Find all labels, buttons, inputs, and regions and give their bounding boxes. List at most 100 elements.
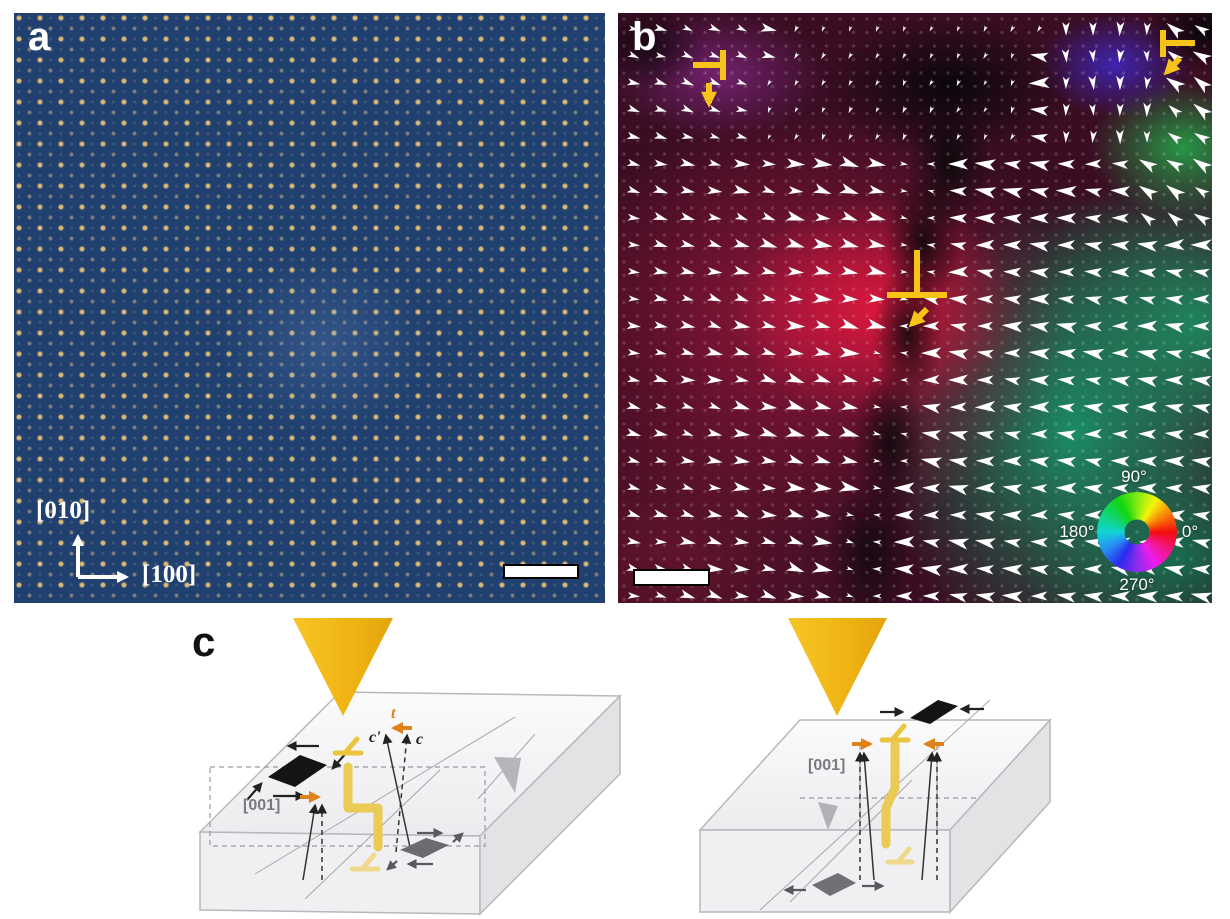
polarization-arrow-icon xyxy=(1008,132,1016,142)
polarization-arrow-icon xyxy=(921,535,941,549)
polarization-arrow-icon xyxy=(1191,563,1211,575)
polarization-arrow-icon xyxy=(1029,130,1049,144)
polarization-arrow-icon xyxy=(760,211,778,225)
dislocation-symbol-bottom xyxy=(885,846,915,865)
polarization-arrow-icon xyxy=(949,239,967,251)
polarization-arrow-icon xyxy=(1029,536,1049,548)
polarization-arrow-icon xyxy=(1165,482,1183,494)
polarization-arrow-icon xyxy=(653,321,669,331)
polarization-arrow-icon xyxy=(1111,321,1129,331)
polarization-arrow-icon xyxy=(706,509,724,521)
polarization-arrow-icon xyxy=(975,563,995,575)
polarization-arrow-icon xyxy=(1003,348,1021,358)
polarization-arrow-icon xyxy=(627,213,641,223)
polarization-axes-001: [001] xyxy=(243,791,327,881)
polarization-arrow-icon xyxy=(733,508,751,522)
polarization-arrow-icon xyxy=(1136,154,1158,174)
polarization-arrow-icon xyxy=(947,454,969,468)
polarization-arrow-icon xyxy=(681,483,695,493)
panel-a-label: a xyxy=(28,15,51,59)
polarization-arrow-icon xyxy=(813,292,833,306)
polarization-arrow-icon xyxy=(680,104,696,116)
polarization-arrow-icon xyxy=(1030,429,1048,439)
burgers-arrow-downleft-icon xyxy=(908,306,930,328)
polarization-arrow-icon xyxy=(627,241,641,249)
polarization-arrow-icon xyxy=(813,373,833,387)
polarization-arrow-icon xyxy=(872,484,882,492)
polarization-arrow-icon xyxy=(813,589,833,603)
polarization-arrow-icon xyxy=(976,294,994,304)
polarization-arrow-icon xyxy=(652,374,670,386)
polarization-arrow-icon xyxy=(839,238,861,252)
polarization-arrow-icon xyxy=(707,320,723,332)
polarization-arrow-icon xyxy=(627,348,641,358)
polarization-arrow-icon xyxy=(1083,266,1103,278)
polarization-arrow-icon xyxy=(814,509,832,521)
polarization-arrow-icon xyxy=(1055,427,1077,441)
polarization-arrow-icon xyxy=(1083,454,1103,468)
polarization-arrow-icon xyxy=(1028,454,1050,468)
polarization-arrow-icon xyxy=(1137,265,1157,279)
polarization-arrow-icon xyxy=(734,212,750,224)
polarization-arrow-icon xyxy=(899,188,909,194)
polarization-arrow-icon xyxy=(1001,589,1023,603)
dislocation-symbol-top xyxy=(879,723,911,743)
polarization-arrow-icon xyxy=(868,185,886,197)
compressed-unit-cell-black xyxy=(880,700,984,724)
axis-100-label: [100] xyxy=(142,561,197,588)
polarization-arrow-icon xyxy=(1088,49,1098,63)
schematic-right-crystal: [001] xyxy=(698,618,1052,914)
dislocation-symbol-top xyxy=(332,736,364,756)
dislocation-line-yellow xyxy=(879,723,915,865)
polarization-arrow-icon xyxy=(874,25,880,33)
polarization-arrow-icon xyxy=(654,402,668,412)
polarization-arrow-icon xyxy=(653,131,669,143)
polarization-arrow-icon xyxy=(1083,184,1103,198)
color-wheel-legend-icon xyxy=(1097,492,1177,572)
t-label: t xyxy=(391,705,396,722)
polarization-arrow-icon xyxy=(1137,401,1157,413)
polarization-arrow-icon xyxy=(926,269,936,275)
polarization-arrow-icon xyxy=(922,321,940,331)
polarization-arrow-icon xyxy=(899,323,909,329)
polarization-arrow-icon xyxy=(973,157,997,171)
polarization-arrow-icon xyxy=(819,51,827,61)
polarization-arrow-icon xyxy=(1135,372,1159,388)
polarization-arrow-icon xyxy=(680,77,696,89)
polarization-arrow-icon xyxy=(1137,428,1157,440)
vector-field-layer xyxy=(625,18,1212,603)
polarization-arrow-icon xyxy=(1028,319,1050,333)
polarization-arrow-icon xyxy=(1055,346,1077,360)
polarization-arrow-icon xyxy=(1192,183,1210,199)
polarization-arrow-icon xyxy=(1165,101,1183,119)
polarization-arrow-icon xyxy=(706,267,724,277)
polarization-arrow-icon xyxy=(626,455,642,467)
polarization-arrow-icon xyxy=(787,266,805,278)
polarization-arrow-icon xyxy=(812,183,834,199)
polarization-arrow-icon xyxy=(841,455,859,467)
polarization-arrow-icon xyxy=(1062,76,1070,90)
polarization-arrow-icon xyxy=(819,79,827,87)
polarization-arrow-icon xyxy=(1035,24,1043,34)
polarization-arrow-icon xyxy=(866,318,888,334)
shear-arrow-upright-icon xyxy=(452,832,464,843)
polarization-arrow-icon xyxy=(709,132,721,142)
polarization-arrow-icon xyxy=(820,25,826,33)
axis-010-label: [010] xyxy=(36,497,91,524)
polarization-arrow-icon xyxy=(705,346,725,360)
polarization-arrow-icon xyxy=(628,295,640,303)
polarization-arrow-icon xyxy=(1057,293,1075,305)
polarization-arrow-icon xyxy=(792,51,800,61)
polarization-arrow-icon xyxy=(1115,48,1125,64)
dislocation-symbol-center xyxy=(887,250,947,328)
polarization-arrow-icon xyxy=(1084,159,1102,169)
polarization-arrow-icon xyxy=(872,593,882,599)
polarization-arrow-icon xyxy=(1089,103,1097,117)
polarization-arrow-icon xyxy=(1056,509,1076,521)
polarization-arrow-icon xyxy=(1143,22,1151,36)
polarization-arrow-icon xyxy=(947,480,969,496)
polarization-arrow-icon xyxy=(981,51,989,61)
polarization-arrow-icon xyxy=(706,535,724,549)
polarization-arrow-icon xyxy=(872,566,882,572)
polarization-arrow-icon xyxy=(708,483,722,493)
